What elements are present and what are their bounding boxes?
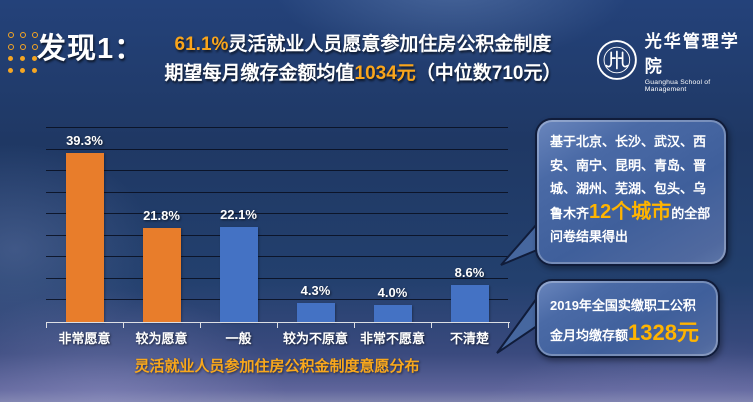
axis-tick — [200, 323, 201, 328]
bar — [373, 304, 412, 322]
logo-text: 光华管理学院 Guanghua School of Management — [645, 27, 753, 93]
peking-university-seal-icon — [596, 40, 637, 80]
axis-tick — [508, 323, 509, 328]
bar-column: 22.1% — [200, 128, 277, 322]
bar — [65, 152, 104, 322]
bar-value-label: 4.3% — [300, 283, 331, 299]
chart-caption: 灵活就业人员参加住房公积金制度意愿分布 — [134, 358, 420, 375]
gridline — [46, 191, 508, 193]
headline-line1: 61.1%灵活就业人员愿意参加住房公积金制度 — [175, 34, 552, 55]
x-axis-line — [46, 322, 510, 323]
guanghua-logo: 光华管理学院 Guanghua School of Management — [596, 27, 753, 93]
x-axis-label: 一般 — [225, 331, 252, 346]
bar-value-label: 21.8% — [143, 208, 180, 224]
headline-line2-suffix: （中位数710元） — [415, 63, 562, 84]
callout-2-pre: 2019年全国实缴职工公积金月均缴存额 — [550, 298, 696, 343]
bar-value-label: 4.0% — [377, 284, 408, 300]
axis-tick — [123, 323, 124, 328]
gridline — [46, 127, 508, 128]
x-axis-label: 较为愿意 — [135, 331, 188, 346]
gridline — [46, 234, 508, 236]
headline-amount: 1034元 — [354, 63, 416, 84]
bar-column: 21.8% — [123, 128, 200, 322]
callout-survey-cities: 基于北京、长沙、武汉、西安、南宁、昆明、青岛、晋城、湖州、芜湖、包头、乌鲁木齐1… — [535, 118, 728, 266]
bar-chart-plot: 39.3% 21.8% 22.1% 4.3% 4.0% 8.6% — [46, 127, 508, 322]
bar-column: 8.6% — [431, 128, 508, 322]
callout-2-text: 2019年全国实缴职工公积金月均缴存额1328元 — [550, 292, 705, 349]
callout-2-tail — [496, 296, 538, 354]
bar — [219, 226, 258, 322]
bar-column: 4.3% — [277, 128, 354, 322]
callout-1-post: 的全部问卷结果得出 — [550, 205, 711, 245]
bar — [450, 284, 489, 322]
gridline — [46, 277, 508, 279]
axis-tick — [431, 323, 432, 328]
axis-tick — [277, 323, 278, 328]
gridline — [46, 299, 508, 301]
callout-1-text: 基于北京、长沙、武汉、西安、南宁、昆明、青岛、晋城、湖州、芜湖、包头、乌鲁木齐1… — [550, 130, 713, 249]
bar-value-label: 22.1% — [220, 206, 257, 222]
headline-line2-prefix: 期望每月缴存金额均值 — [164, 63, 355, 84]
finding-label: 发现1： — [37, 33, 145, 65]
x-axis-label: 较为不原意 — [282, 331, 348, 346]
x-axis-label: 不清楚 — [449, 331, 489, 346]
headline-line2: 期望每月缴存金额均值1034元（中位数710元） — [165, 63, 562, 84]
x-axis-label: 非常不愿意 — [359, 331, 425, 346]
bar-value-label: 39.3% — [66, 132, 103, 148]
headline-percentage: 61.1% — [174, 34, 229, 55]
callout-1-highlight: 12个城市 — [589, 200, 672, 223]
callout-national-average: 2019年全国实缴职工公积金月均缴存额1328元 — [535, 279, 720, 358]
logo-name-cn: 光华管理学院 — [644, 32, 740, 76]
axis-tick — [46, 323, 47, 328]
axis-tick — [354, 323, 355, 328]
bar-column: 39.3% — [46, 128, 123, 322]
bar-column: 4.0% — [354, 128, 431, 322]
callout-1-pre: 基于北京、长沙、武汉、西安、南宁、昆明、青岛、晋城、湖州、芜湖、包头、乌鲁木齐 — [550, 134, 707, 221]
x-axis-labels: 非常愿意 较为愿意 一般 较为不原意 非常不愿意 不清楚 — [46, 328, 508, 347]
callout-2-highlight: 1328元 — [628, 320, 699, 345]
gridline — [46, 148, 508, 150]
bar-value-label: 8.6% — [454, 264, 485, 280]
gridline — [46, 170, 508, 172]
gridline — [46, 256, 508, 258]
x-axis-label: 非常愿意 — [58, 331, 111, 346]
headline-line1-text: 灵活就业人员愿意参加住房公积金制度 — [228, 34, 552, 55]
callout-1-tail — [500, 222, 538, 266]
headline: 61.1%灵活就业人员愿意参加住房公积金制度 期望每月缴存金额均值1034元（中… — [152, 30, 574, 88]
bar — [296, 303, 335, 322]
gridline — [46, 213, 508, 215]
logo-name-en: Guanghua School of Management — [644, 79, 711, 93]
dots-grid-icon — [8, 32, 38, 73]
bar — [142, 228, 181, 322]
